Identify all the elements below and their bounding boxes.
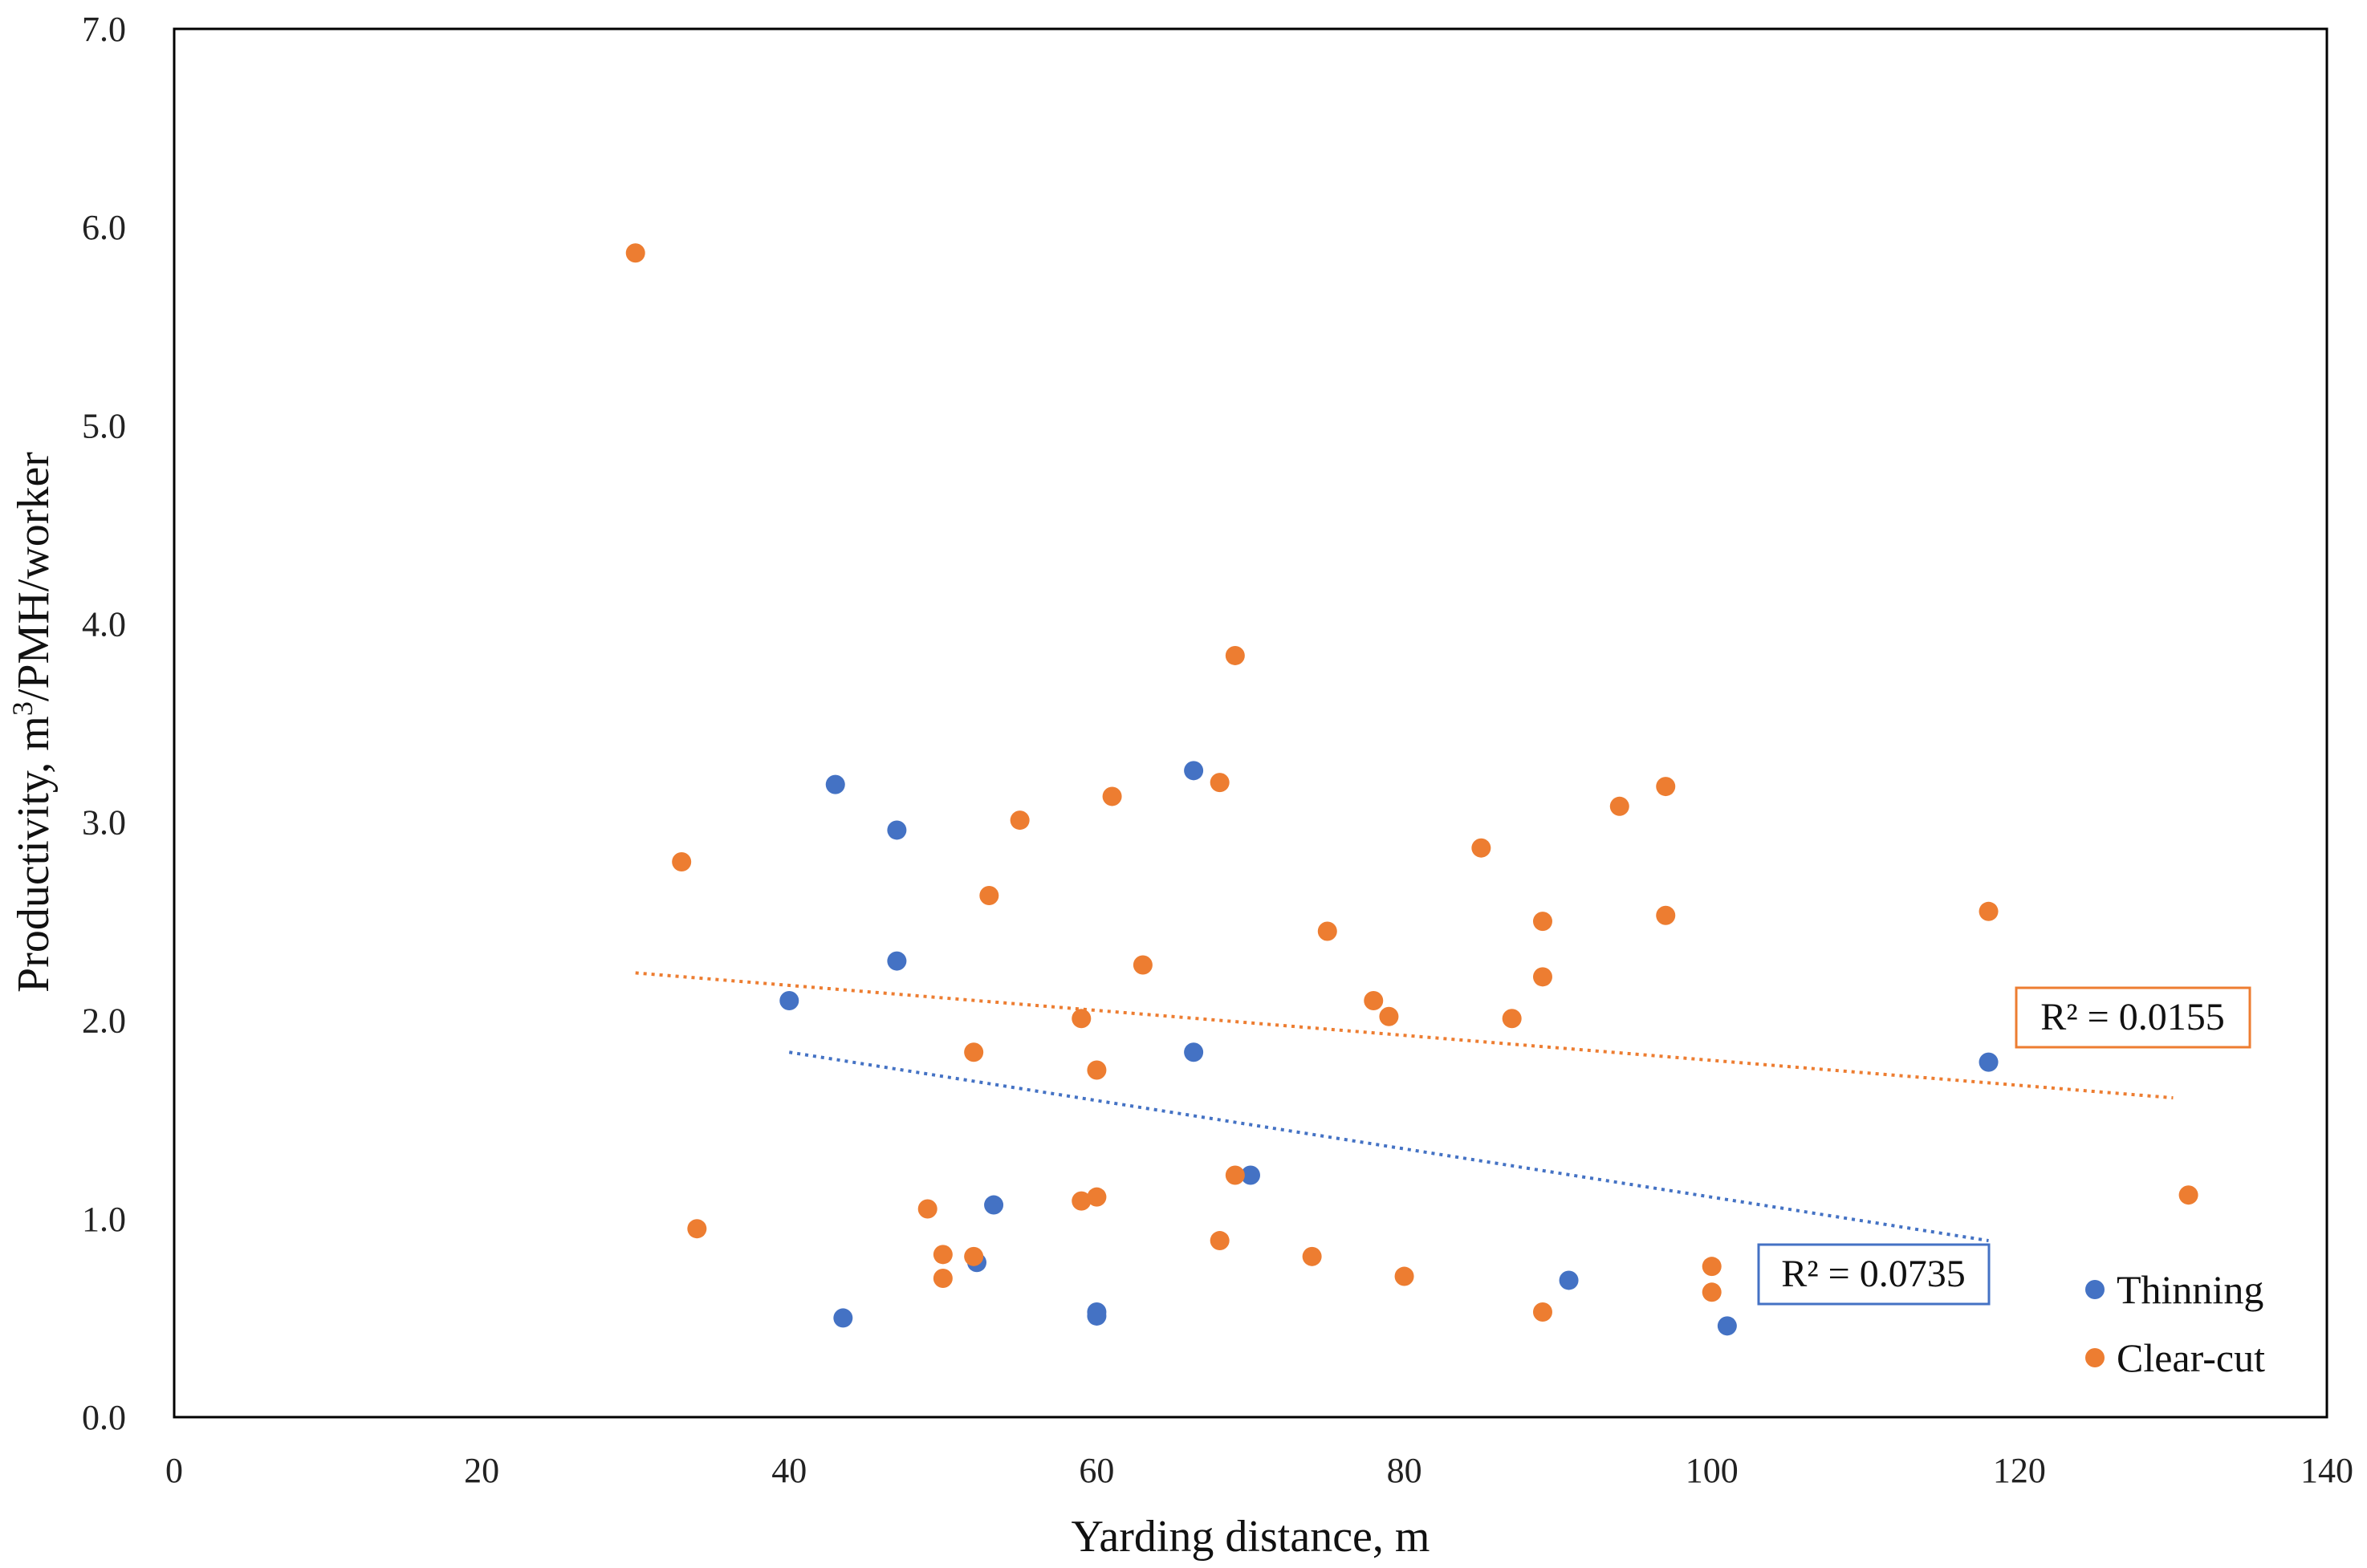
thinning-r2-label: R² = 0.0735 [1781, 1253, 1965, 1295]
clearcut-point [687, 1219, 707, 1239]
clearcut-point [1225, 1165, 1245, 1185]
x-tick-label: 140 [2300, 1451, 2353, 1490]
x-tick-label: 100 [1686, 1451, 1739, 1490]
data-points [625, 243, 2198, 1336]
x-axis-title: Yarding distance, m [1072, 1512, 1430, 1562]
y-tick-label: 3.0 [82, 803, 126, 843]
thinning-point [833, 1308, 853, 1328]
clearcut-point [625, 243, 645, 263]
legend-marker-clearcut [2085, 1348, 2105, 1367]
clearcut-point [1656, 905, 1676, 925]
clearcut-point [1010, 810, 1030, 831]
thinning-r2-box: R² = 0.0735 [1757, 1243, 1991, 1306]
thinning-point [984, 1195, 1004, 1215]
legend-marker-thinning [2085, 1280, 2105, 1299]
clearcut-trendline [635, 971, 2174, 1100]
thinning-point [779, 991, 799, 1010]
trendlines [635, 971, 2174, 1243]
clearcut-point [1072, 1009, 1092, 1029]
y-tick-label: 4.0 [82, 604, 126, 644]
thinning-point [1087, 1306, 1107, 1326]
y-tick-label: 2.0 [82, 1001, 126, 1041]
clearcut-point [1532, 912, 1552, 932]
clearcut-point [1364, 991, 1384, 1010]
clearcut-point [1210, 773, 1230, 793]
y-axis-title: Productivity, m3/PMH/worker [6, 452, 59, 993]
plot-area-frame [173, 27, 2328, 1419]
clearcut-point [1317, 921, 1337, 941]
x-tick-label: 0 [165, 1451, 183, 1490]
clearcut-point [1072, 1191, 1092, 1211]
x-tick-label: 40 [771, 1451, 807, 1490]
clearcut-point [1394, 1266, 1414, 1286]
y-tick-label: 0.0 [82, 1398, 126, 1437]
clearcut-point [1087, 1187, 1107, 1207]
clearcut-point [917, 1199, 937, 1219]
clearcut-point [933, 1269, 953, 1288]
clearcut-point [979, 886, 999, 906]
clearcut-point [1302, 1246, 1322, 1266]
y-axis-title-superscript: 3 [6, 701, 39, 716]
clearcut-point [1702, 1282, 1722, 1302]
clearcut-point [933, 1245, 953, 1265]
clearcut-point [1502, 1009, 1522, 1029]
clearcut-point [1102, 786, 1122, 806]
thinning-point [887, 951, 907, 971]
y-tick-label: 7.0 [82, 10, 126, 49]
clearcut-point [1087, 1060, 1107, 1080]
clearcut-point [1133, 955, 1153, 975]
thinning-trendline [788, 1050, 1989, 1243]
clearcut-point [1609, 796, 1629, 816]
clearcut-point [1210, 1231, 1230, 1251]
y-tick-label: 1.0 [82, 1200, 126, 1239]
clearcut-r2-box: R² = 0.0155 [2015, 986, 2251, 1049]
thinning-point [1184, 1042, 1204, 1062]
clearcut-point [1532, 967, 1552, 987]
thinning-point [1979, 1052, 1999, 1072]
x-axis-tick-labels: 0 20 40 60 80 100 120 140 [165, 1451, 2353, 1490]
y-tick-label: 6.0 [82, 208, 126, 247]
clearcut-point [672, 852, 692, 871]
clearcut-point [1532, 1302, 1552, 1322]
clearcut-point [1702, 1257, 1722, 1277]
thinning-point [1241, 1165, 1260, 1185]
clearcut-point [1379, 1006, 1399, 1026]
clearcut-r2-label: R² = 0.0155 [2040, 996, 2224, 1038]
clearcut-point [1225, 645, 1245, 665]
legend-label-thinning: Thinning [2117, 1267, 2263, 1312]
x-tick-label: 20 [464, 1451, 499, 1490]
thinning-point [1184, 761, 1204, 781]
clearcut-point [964, 1042, 984, 1062]
clearcut-point [2178, 1185, 2198, 1205]
thinning-point [1717, 1316, 1737, 1336]
thinning-point [887, 820, 907, 840]
x-tick-label: 60 [1079, 1451, 1114, 1490]
clearcut-point [1979, 901, 1999, 921]
legend: Thinning Clear-cut [2085, 1267, 2265, 1380]
clearcut-point [1471, 838, 1491, 858]
thinning-point [1559, 1270, 1579, 1290]
x-tick-label: 120 [1993, 1451, 2046, 1490]
legend-label-clearcut: Clear-cut [2117, 1335, 2265, 1380]
y-axis-tick-labels: 0.0 1.0 2.0 3.0 4.0 5.0 6.0 7.0 [82, 10, 126, 1437]
thinning-point [825, 774, 845, 794]
clearcut-point [964, 1246, 984, 1266]
x-tick-label: 80 [1387, 1451, 1422, 1490]
y-tick-label: 5.0 [82, 406, 126, 445]
clearcut-point [1656, 777, 1676, 797]
